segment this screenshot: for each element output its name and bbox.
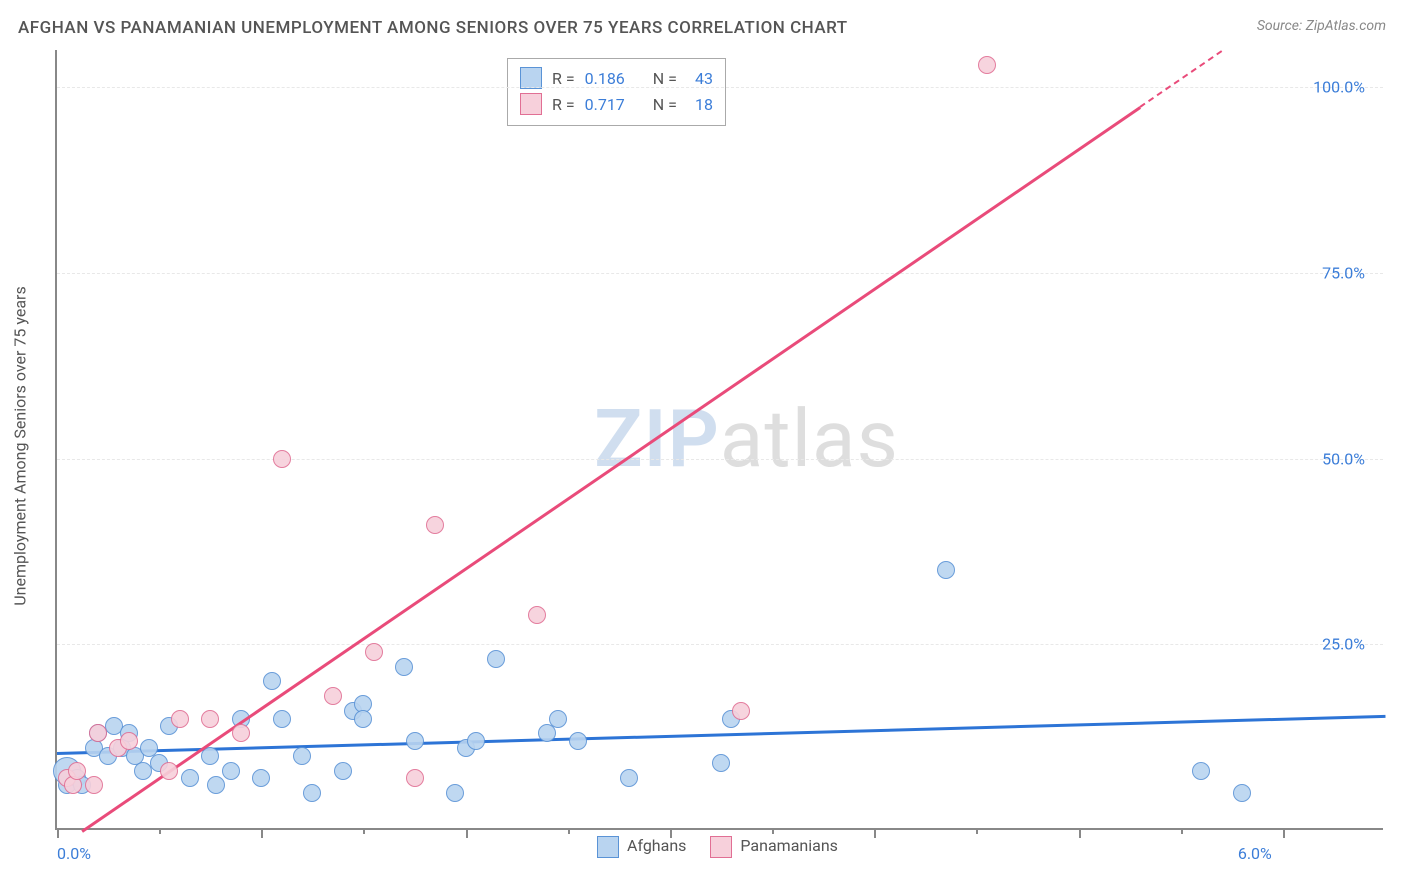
r-label: R = [552, 69, 575, 88]
x-tick [568, 828, 570, 834]
x-tick [1283, 828, 1285, 838]
data-point [181, 769, 199, 787]
y-tick-label: 50.0% [1322, 449, 1365, 468]
x-tick [1079, 828, 1081, 838]
x-tick [772, 828, 774, 834]
x-tick [670, 828, 672, 838]
data-point [732, 702, 750, 720]
r-label: R = [552, 95, 575, 114]
data-point [365, 643, 383, 661]
gridline-h [57, 87, 1383, 88]
data-point [538, 724, 556, 742]
legend-item: Afghans [597, 836, 686, 858]
data-point [406, 732, 424, 750]
data-point [426, 516, 444, 534]
data-point [1233, 784, 1251, 802]
data-point [293, 747, 311, 765]
data-point [324, 687, 342, 705]
watermark-atlas: atlas [720, 392, 899, 486]
data-point [620, 769, 638, 787]
data-point [252, 769, 270, 787]
legend-label: Panamanians [740, 836, 838, 855]
gridline-h [57, 459, 1383, 460]
source-label: Source: ZipAtlas.com [1257, 18, 1386, 34]
data-point [569, 732, 587, 750]
trend-line [1139, 50, 1222, 108]
data-point [134, 762, 152, 780]
data-point [395, 658, 413, 676]
n-label: N = [653, 95, 677, 114]
x-tick [261, 828, 263, 838]
data-point [334, 762, 352, 780]
y-tick-label: 75.0% [1322, 263, 1365, 282]
data-point [487, 650, 505, 668]
data-point [354, 710, 372, 728]
data-point [85, 776, 103, 794]
x-tick [976, 828, 978, 834]
x-tick [159, 828, 161, 834]
data-point [273, 710, 291, 728]
correlation-row: R = 0.717 N = 18 [520, 91, 713, 117]
gridline-h [57, 273, 1383, 274]
data-point [201, 747, 219, 765]
x-tick [1181, 828, 1183, 834]
data-point [712, 754, 730, 772]
r-value: 0.717 [585, 95, 625, 114]
data-point [171, 710, 189, 728]
data-point [89, 724, 107, 742]
n-value: 18 [687, 95, 713, 114]
data-point [937, 561, 955, 579]
data-point [549, 710, 567, 728]
legend-swatch [520, 67, 542, 89]
data-point [207, 776, 225, 794]
chart-title: AFGHAN VS PANAMANIAN UNEMPLOYMENT AMONG … [18, 18, 848, 38]
x-tick [874, 828, 876, 838]
series-legend: Afghans Panamanians [597, 836, 838, 858]
data-point [232, 724, 250, 742]
data-point [467, 732, 485, 750]
data-point [303, 784, 321, 802]
watermark: ZIPatlas [594, 392, 899, 486]
x-tick-label: 6.0% [1238, 844, 1272, 863]
trend-line [81, 106, 1141, 832]
x-tick [363, 828, 365, 834]
n-label: N = [653, 69, 677, 88]
data-point [1192, 762, 1210, 780]
n-value: 43 [687, 69, 713, 88]
data-point [120, 732, 138, 750]
legend-item: Panamanians [710, 836, 838, 858]
legend-swatch [710, 836, 732, 858]
r-value: 0.186 [585, 69, 625, 88]
data-point [406, 769, 424, 787]
data-point [201, 710, 219, 728]
x-tick-label: 0.0% [57, 844, 91, 863]
data-point [273, 450, 291, 468]
y-tick-label: 25.0% [1322, 635, 1365, 654]
y-tick-label: 100.0% [1313, 78, 1365, 97]
data-point [160, 762, 178, 780]
data-point [978, 56, 996, 74]
trend-line [57, 715, 1385, 755]
correlation-legend: R = 0.186 N = 43 R = 0.717 N = 18 [507, 58, 726, 126]
data-point [446, 784, 464, 802]
gridline-h [57, 644, 1383, 645]
x-tick [57, 828, 59, 838]
x-tick [466, 828, 468, 838]
legend-swatch [520, 93, 542, 115]
legend-label: Afghans [627, 836, 686, 855]
y-axis-label: Unemployment Among Seniors over 75 years [11, 286, 30, 605]
data-point [68, 762, 86, 780]
plot-area: ZIPatlas R =0.186N =43R =0.717N =18 Afgh… [55, 50, 1383, 830]
data-point [528, 606, 546, 624]
data-point [263, 672, 281, 690]
legend-swatch [597, 836, 619, 858]
chart-container: AFGHAN VS PANAMANIAN UNEMPLOYMENT AMONG … [0, 0, 1406, 892]
data-point [222, 762, 240, 780]
